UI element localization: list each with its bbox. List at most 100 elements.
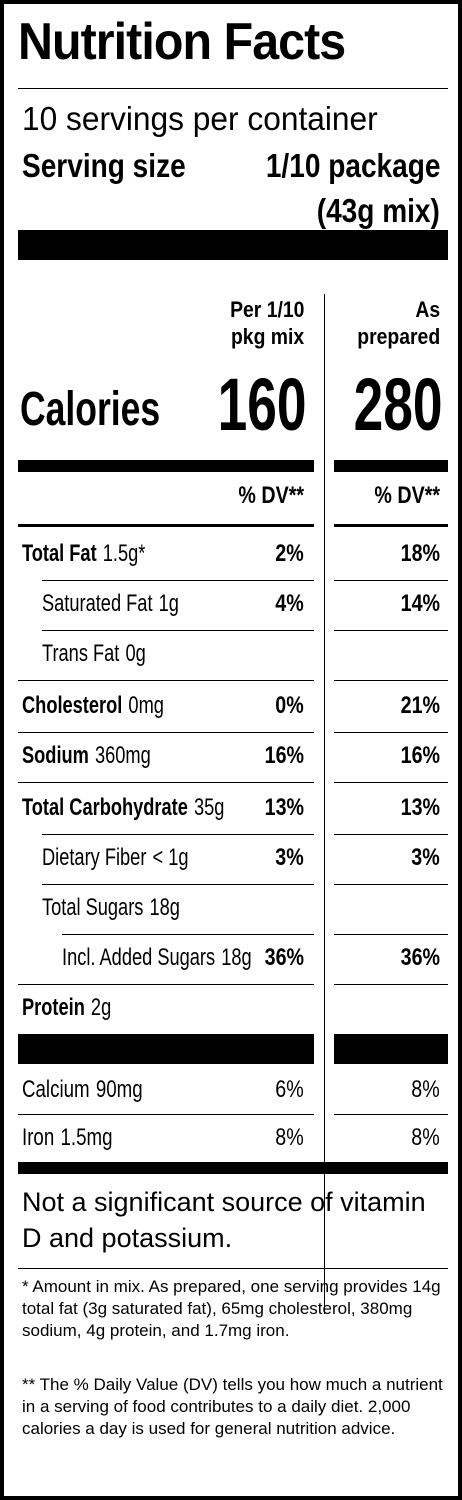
nutrient-name: Trans Fat 0g	[42, 640, 146, 668]
label-title: Nutrition Facts	[18, 13, 346, 71]
nutrient-amount: 2g	[90, 994, 112, 1021]
row-divider-mix	[18, 782, 314, 783]
thick-divider-mix	[18, 1034, 314, 1064]
mineral-dv-mix: 6%	[275, 1076, 304, 1103]
row-divider-prepared	[334, 580, 448, 581]
nutrient-name: Total Carbohydrate 35g	[22, 794, 224, 822]
nutrient-amount: 0g	[125, 640, 146, 667]
nutrient-name: Total Sugars 18g	[42, 894, 180, 922]
nutrient-dv-mix: 13%	[264, 794, 304, 821]
nutrient-amount: 1.5g*	[102, 540, 146, 567]
nutrient-dv-mix: 3%	[275, 844, 304, 871]
mineral-name: Calcium 90mg	[22, 1076, 143, 1104]
col2-header-line2: prepared	[357, 324, 440, 349]
nutrient-label: Total Sugars	[42, 894, 144, 921]
nutrient-label: Dietary Fiber	[42, 844, 147, 871]
nutrient-dv-prepared: 16%	[400, 742, 440, 769]
row-divider-mix	[18, 732, 314, 733]
nutrient-amount: 35g	[193, 794, 225, 821]
nutrient-amount: 18g	[221, 944, 252, 971]
nutrient-label: Cholesterol	[22, 692, 123, 719]
row-divider-prepared	[334, 984, 448, 985]
row-divider-mix	[42, 834, 314, 835]
footnote-daily-value: ** The % Daily Value (DV) tells you how …	[22, 1375, 443, 1438]
nutrient-amount: 18g	[149, 894, 180, 921]
nutrient-label: Saturated Fat	[42, 590, 153, 617]
nutrient-label: Incl. Added Sugars	[62, 944, 216, 971]
row-divider-prepared	[334, 934, 448, 935]
title-divider	[18, 88, 448, 89]
servings-per-container: 10 servings per container	[22, 100, 378, 137]
mineral-dv-prepared: 8%	[411, 1124, 440, 1151]
row-divider-prepared	[334, 834, 448, 835]
thick-divider-top	[18, 230, 448, 260]
dv-header-mix: % DV**	[238, 482, 304, 509]
nutrient-dv-mix: 16%	[264, 742, 304, 769]
row-divider-prepared	[334, 732, 448, 733]
calories-label: Calories	[20, 383, 161, 436]
nutrient-name: Sodium 360mg	[22, 742, 151, 770]
nutrient-amount: 360mg	[94, 742, 151, 769]
col1-header-line1: Per 1/10	[229, 297, 304, 322]
nutrient-name: Saturated Fat 1g	[42, 590, 179, 618]
dv-header-prepared: % DV**	[374, 482, 440, 509]
footnote-amount-in-mix: * Amount in mix. As prepared, one servin…	[22, 1277, 441, 1340]
footnote-divider	[18, 1268, 448, 1269]
row-divider-mix	[62, 934, 314, 935]
mineral-name: Iron 1.5mg	[22, 1124, 113, 1152]
nutrient-dv-prepared: 36%	[400, 944, 440, 971]
dv-divider-prepared	[334, 524, 448, 527]
row-divider-prepared	[334, 630, 448, 631]
mineral-label: Iron	[22, 1124, 55, 1151]
row-divider-mix	[18, 984, 314, 985]
calories-divider-prepared	[334, 460, 448, 472]
calories-prepared: 280	[353, 363, 442, 446]
col2-header-line1: As	[415, 297, 440, 322]
nutrient-label: Trans Fat	[42, 640, 120, 667]
calories-mix: 160	[217, 363, 306, 446]
nutrient-dv-prepared: 3%	[411, 844, 440, 871]
mineral-dv-prepared: 8%	[411, 1076, 440, 1103]
nutrient-amount: 1g	[158, 590, 179, 617]
nutrient-dv-mix: 0%	[275, 692, 304, 719]
nutrient-name: Dietary Fiber < 1g	[42, 844, 189, 872]
row-divider-mix	[18, 1114, 314, 1115]
nutrient-dv-prepared: 21%	[400, 692, 440, 719]
nutrient-label: Sodium	[22, 742, 89, 769]
serving-size-sub: (43g mix)	[316, 192, 440, 229]
thick-divider-prepared	[334, 1034, 448, 1064]
serving-size-value: 1/10 package	[265, 147, 440, 184]
row-divider-prepared	[334, 1114, 448, 1115]
nutrient-amount: < 1g	[152, 844, 189, 871]
row-divider-mix	[42, 580, 314, 581]
nutrient-name: Incl. Added Sugars 18g	[62, 944, 252, 972]
column-separator	[324, 294, 325, 1314]
nutrient-name: Total Fat 1.5g*	[22, 540, 145, 568]
nutrient-dv-prepared: 13%	[400, 794, 440, 821]
dv-divider-mix	[18, 524, 314, 527]
nutrient-label: Total Fat	[22, 540, 97, 567]
row-divider-mix	[18, 680, 314, 681]
mineral-label: Calcium	[22, 1076, 90, 1103]
col1-header-line2: pkg mix	[230, 324, 304, 349]
nutrient-name: Cholesterol 0mg	[22, 692, 164, 720]
mineral-amount: 1.5mg	[60, 1124, 113, 1151]
row-divider-mix	[42, 630, 314, 631]
calories-divider-mix	[18, 460, 314, 472]
nutrient-label: Total Carbohydrate	[22, 794, 188, 821]
nutrient-name: Protein 2g	[22, 994, 111, 1022]
row-divider-prepared	[334, 884, 448, 885]
nutrient-dv-prepared: 18%	[400, 540, 440, 567]
nutrient-dv-mix: 36%	[264, 944, 304, 971]
not-significant-statement: Not a significant source of vitamin D an…	[22, 1187, 426, 1253]
serving-size-label: Serving size	[22, 147, 186, 184]
row-divider-mix	[42, 884, 314, 885]
nutrient-amount: 0mg	[128, 692, 164, 719]
nutrient-dv-mix: 4%	[275, 590, 304, 617]
nutrient-label: Protein	[22, 994, 85, 1021]
nutrient-dv-prepared: 14%	[400, 590, 440, 617]
mineral-dv-mix: 8%	[275, 1124, 304, 1151]
row-divider-prepared	[334, 680, 448, 681]
row-divider-prepared	[334, 782, 448, 783]
